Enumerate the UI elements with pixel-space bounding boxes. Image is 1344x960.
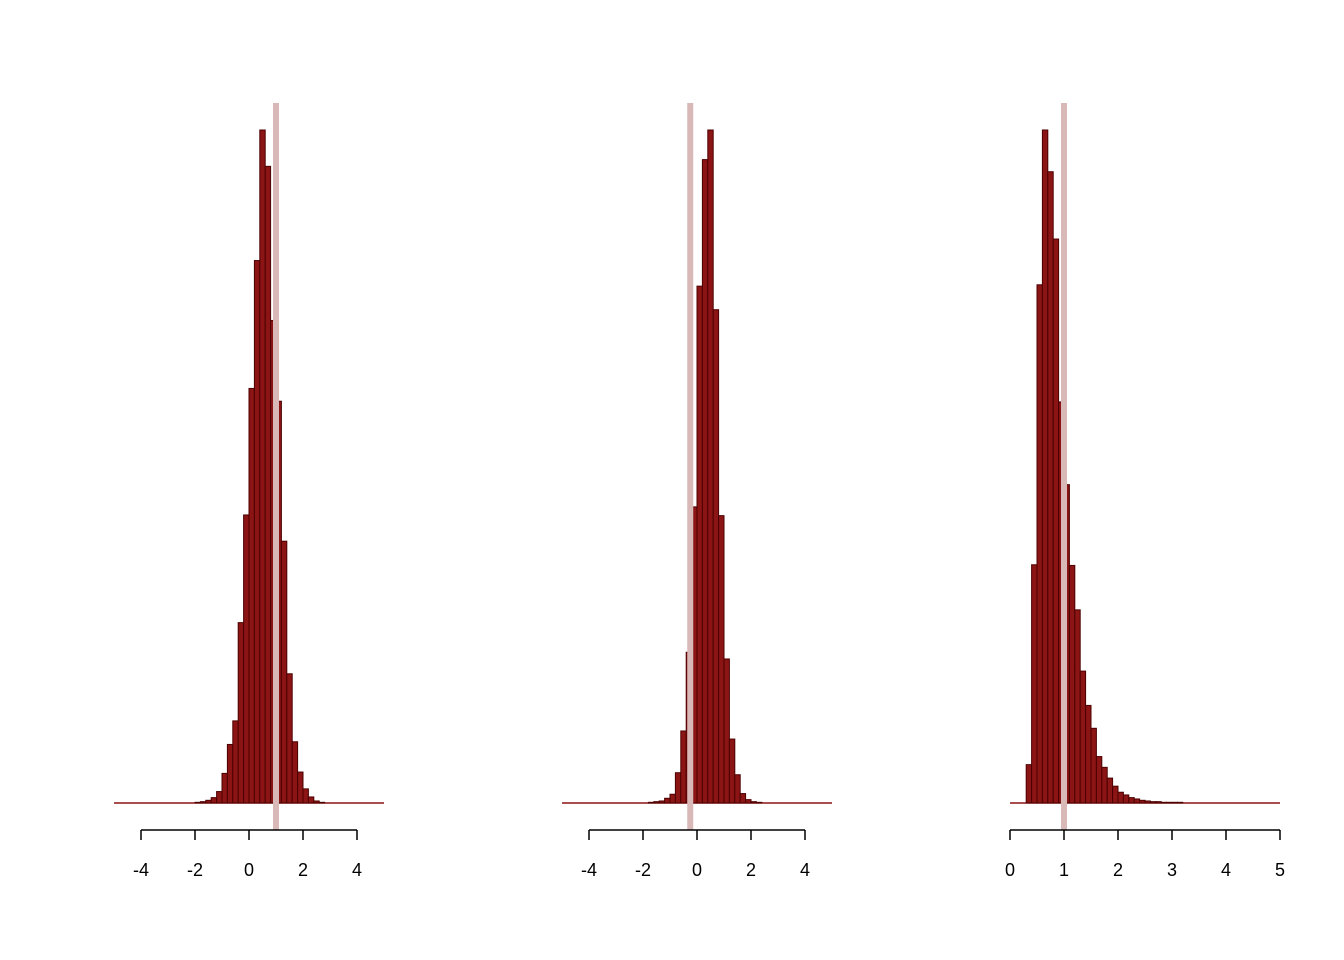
histogram-bar (1160, 801, 1168, 804)
histogram-bar (1139, 799, 1146, 804)
histogram-bar (1176, 801, 1184, 804)
x-tick-label: 4 (800, 860, 810, 880)
histogram-bar (259, 129, 266, 804)
x-tick-label: 2 (746, 860, 756, 880)
histogram-bar (1112, 785, 1119, 804)
histogram-bar (1149, 801, 1157, 804)
histogram-bar (232, 720, 239, 804)
histogram-bar (1068, 564, 1076, 804)
x-tick-label: 4 (352, 860, 362, 880)
histogram-bar (680, 730, 687, 804)
histogram-bar (216, 791, 223, 804)
histogram-bar (728, 738, 736, 804)
histogram-bar (253, 260, 261, 804)
histogram-bar (1166, 801, 1173, 804)
x-tick-label: -4 (581, 860, 597, 880)
histogram-bar (1052, 238, 1060, 804)
histogram-bar (718, 515, 725, 804)
histogram-panel-1: -4 -2 0 2 4 (114, 103, 384, 880)
histogram-bar (653, 801, 660, 804)
histogram-bar (750, 801, 757, 804)
x-tick-label: 0 (692, 860, 702, 880)
histogram-bar (1117, 791, 1124, 804)
histogram-bar (286, 673, 293, 804)
x-tick-label: 1 (1059, 860, 1069, 880)
x-tick-label: 4 (1221, 860, 1231, 880)
histogram-bar (248, 387, 255, 804)
histogram-bar (1128, 797, 1135, 804)
histogram-bar (205, 799, 212, 804)
histogram-bar (302, 788, 309, 804)
histogram-bar (1106, 777, 1114, 804)
histogram-bar (712, 309, 720, 804)
histogram-bar (647, 801, 655, 804)
histogram-bar (664, 797, 671, 804)
histogram-bar (658, 800, 666, 804)
x-tick-label: -2 (635, 860, 651, 880)
x-tick-label: 0 (1005, 860, 1015, 880)
histogram-bar (674, 772, 682, 804)
histogram-bar (707, 129, 714, 804)
histogram-bar (210, 797, 218, 804)
histogram-bar (1155, 801, 1162, 804)
histogram-bar (745, 799, 752, 804)
histogram-bar (701, 159, 709, 804)
histogram-bar (1036, 284, 1043, 804)
x-tick-label: 2 (298, 860, 308, 880)
histogram-bar (669, 793, 676, 804)
histogram-bar (237, 622, 245, 804)
histogram-bar (1133, 798, 1141, 804)
histogram-bar (226, 743, 234, 804)
histogram-bar (1101, 766, 1108, 804)
histogram-bar (199, 801, 207, 804)
histogram-bar (1122, 794, 1130, 804)
histogram-bar (313, 800, 320, 804)
histogram-panel-3: 0 1 2 3 4 5 (1005, 103, 1285, 880)
histogram-bar (1144, 800, 1151, 804)
histogram-bar (297, 771, 304, 804)
histogram-bar (1079, 670, 1087, 804)
histogram-bar (1095, 756, 1103, 804)
histogram-bar (723, 658, 730, 804)
histogram-bar (755, 801, 763, 804)
x-tick-label: 5 (1275, 860, 1285, 880)
histogram-bar (1171, 801, 1178, 804)
histogram-bar (221, 772, 228, 804)
x-tick-label: -4 (133, 860, 149, 880)
histogram-bar (307, 796, 315, 804)
histogram-bar (280, 540, 288, 804)
histogram-bar (734, 774, 741, 804)
x-tick-label: 2 (1113, 860, 1123, 880)
histogram-bar (264, 165, 272, 804)
histogram-bar (1041, 129, 1049, 804)
histogram-bar (243, 514, 250, 804)
histogram-bar (1090, 727, 1097, 804)
histogram-bar (291, 741, 299, 804)
histogram-bar (1074, 609, 1081, 804)
histogram-bar (1085, 704, 1092, 804)
histogram-bar (1031, 564, 1038, 804)
histogram-bar (1047, 171, 1054, 804)
x-tick-label: -2 (187, 860, 203, 880)
x-tick-label: 3 (1167, 860, 1177, 880)
histogram-bar (318, 801, 326, 804)
histogram-bar (696, 285, 703, 804)
x-tick-label: 0 (244, 860, 254, 880)
histogram-bar (194, 801, 201, 804)
histogram-bar (739, 793, 747, 804)
histogram-bar (1025, 764, 1033, 804)
histogram-panel-2: -4 -2 0 2 4 (562, 103, 832, 880)
